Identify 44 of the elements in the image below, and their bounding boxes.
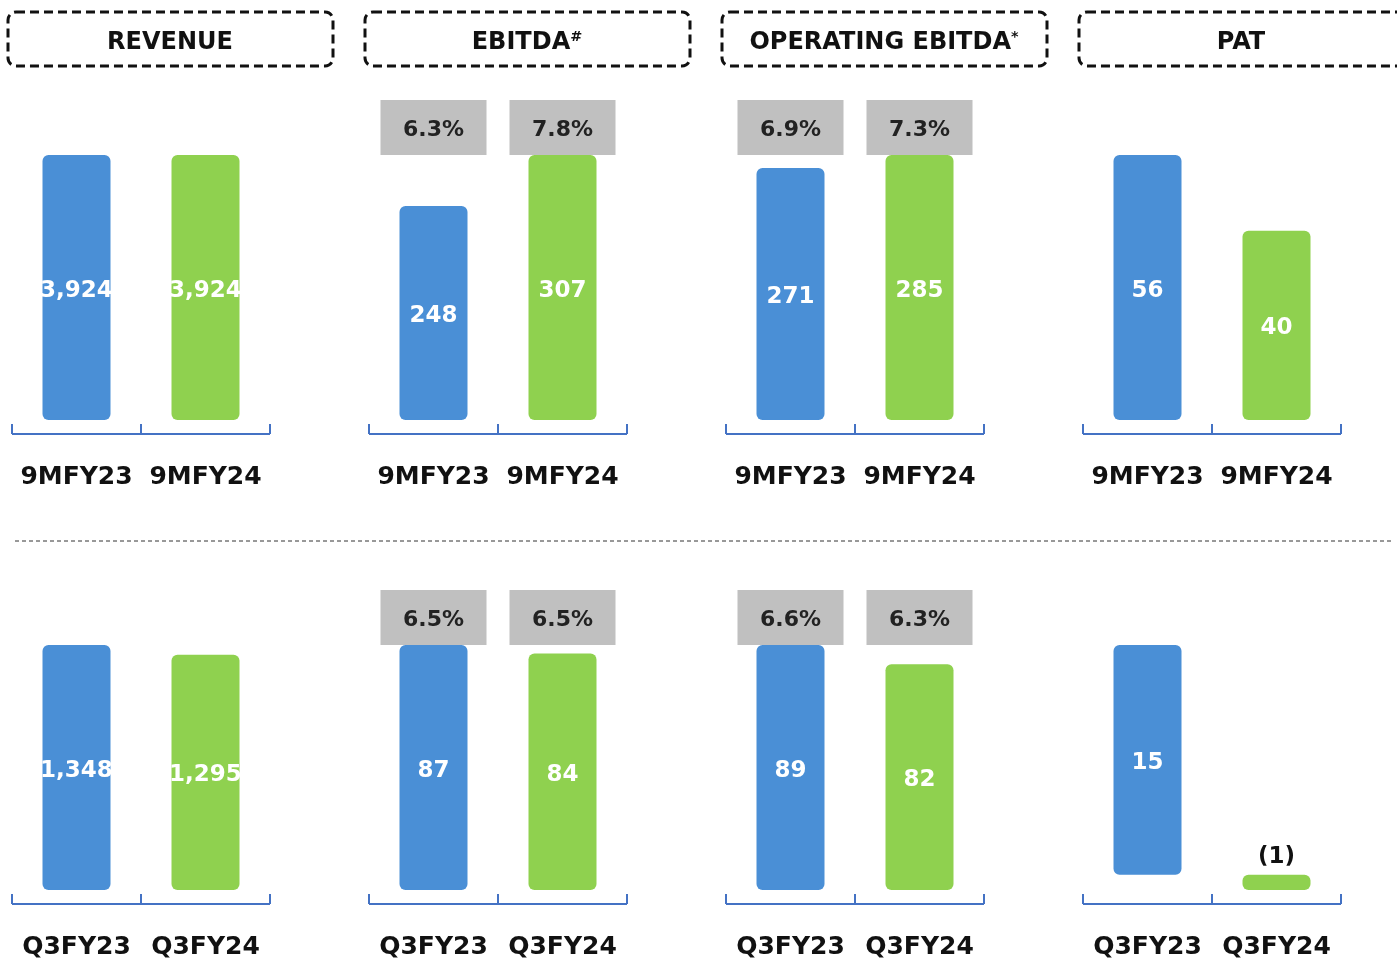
data-label: 40 [1260, 313, 1293, 340]
x-tick-label: Q3FY24 [151, 931, 260, 960]
data-label: 87 [417, 755, 450, 782]
text: 6.6% [759, 606, 822, 631]
chart-title: OPERATING EBITDA$^{*}$ [749, 27, 1019, 55]
x-tick-label: 9MFY23 [1091, 461, 1204, 490]
data-label: 3,924 [169, 275, 242, 302]
x-tick-label: Q3FY23 [379, 931, 488, 960]
x-tick-label: 9MFY24 [149, 461, 262, 490]
x-tick-label: 9MFY24 [863, 461, 976, 490]
x-tick-label: Q3FY24 [508, 931, 617, 960]
chart-title: PAT [1216, 27, 1266, 55]
text: 6.3% [888, 606, 951, 631]
x-tick-label: Q3FY23 [1093, 931, 1202, 960]
data-label: 1,295 [169, 760, 242, 787]
chart-title: REVENUE [107, 27, 233, 55]
data-label: 271 [766, 282, 815, 309]
chart-title: EBITDA$^{#}$ [471, 27, 583, 55]
x-tick-label: Q3FY23 [736, 931, 845, 960]
x-tick-label: Q3FY24 [1222, 931, 1331, 960]
x-tick-label: 9MFY24 [506, 461, 619, 490]
data-label: 1,348 [40, 755, 113, 782]
x-tick-label: Q3FY24 [865, 931, 974, 960]
data-label: 248 [409, 300, 458, 327]
x-tick-label: Q3FY23 [22, 931, 131, 960]
data-label: 3,924 [40, 275, 113, 302]
data-label: 82 [903, 765, 936, 792]
text: 7.8% [531, 116, 594, 141]
text: 7.3% [888, 116, 951, 141]
data-label: 285 [895, 275, 944, 302]
text: 6.5% [531, 606, 594, 631]
data-label: 84 [546, 759, 579, 786]
data-label: 56 [1131, 275, 1164, 302]
x-tick-label: 9MFY24 [1220, 461, 1333, 490]
x-tick-label: 9MFY23 [734, 461, 847, 490]
data-label: 307 [538, 275, 587, 302]
x-tick-label: 9MFY23 [20, 461, 133, 490]
text: 6.5% [402, 606, 465, 631]
text: 6.3% [402, 116, 465, 141]
data-label: (1) [1257, 841, 1296, 868]
data-label: 89 [774, 755, 807, 782]
data-label: 15 [1131, 747, 1164, 774]
x-tick-label: 9MFY23 [377, 461, 490, 490]
text: 6.9% [759, 116, 822, 141]
